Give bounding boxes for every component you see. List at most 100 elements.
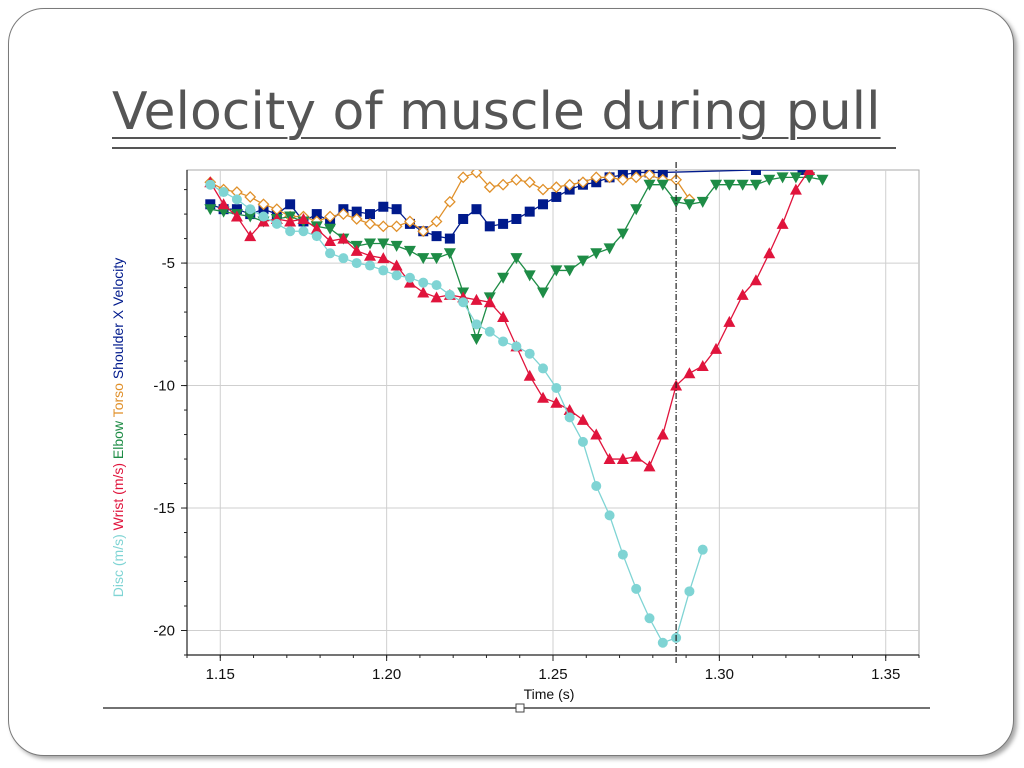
data-point-disc-m-s xyxy=(391,270,402,281)
data-point-torso xyxy=(443,195,456,208)
data-point-elbow xyxy=(656,179,669,191)
data-point-wrist-m-s xyxy=(656,428,669,440)
data-point-disc-m-s xyxy=(471,319,482,330)
data-point-elbow xyxy=(204,204,217,216)
data-point-torso xyxy=(537,183,549,196)
y-tick-label: -5 xyxy=(162,255,175,272)
data-point-elbow xyxy=(576,255,589,267)
data-point-disc-m-s xyxy=(351,258,362,269)
y-axis-title: Disc (m/s) Wrist (m/s) Elbow Torso Shoul… xyxy=(110,258,126,597)
data-point-wrist-m-s xyxy=(244,230,257,242)
data-point-elbow xyxy=(696,196,709,208)
data-point-wrist-m-s xyxy=(483,296,496,308)
data-point-wrist-m-s xyxy=(297,212,310,224)
series-disc-m-s xyxy=(205,179,708,648)
data-point-elbow xyxy=(749,179,762,191)
data-point-shoulder-x-velocity xyxy=(285,199,296,210)
y-axis-title-part: Torso xyxy=(110,383,126,421)
data-point-torso xyxy=(590,171,603,184)
data-point-elbow xyxy=(550,265,563,277)
data-point-disc-m-s xyxy=(285,226,296,237)
data-point-disc-m-s xyxy=(538,363,549,374)
data-point-wrist-m-s xyxy=(763,247,776,259)
data-point-wrist-m-s xyxy=(550,396,563,408)
data-point-elbow xyxy=(563,265,576,277)
data-point-elbow xyxy=(403,245,416,257)
axes xyxy=(181,170,920,661)
data-point-elbow xyxy=(217,206,230,218)
data-point-torso xyxy=(350,213,363,225)
y-axis-title-part: Disc (m/s) xyxy=(110,534,126,597)
data-point-elbow xyxy=(470,334,483,346)
data-point-elbow xyxy=(430,253,443,265)
x-tick-label: 1.30 xyxy=(705,666,734,683)
data-point-wrist-m-s xyxy=(603,453,616,465)
data-point-wrist-m-s xyxy=(643,460,656,472)
data-point-disc-m-s xyxy=(418,277,429,288)
data-point-wrist-m-s xyxy=(497,310,510,322)
data-point-disc-m-s xyxy=(338,253,349,264)
data-point-elbow xyxy=(789,172,802,184)
data-point-elbow xyxy=(670,196,683,208)
x-tick-label: 1.35 xyxy=(871,666,900,683)
data-point-elbow xyxy=(710,179,723,191)
data-point-shoulder-x-velocity xyxy=(538,199,549,210)
series-line-wrist-m-s xyxy=(209,170,810,468)
data-point-elbow xyxy=(603,243,616,255)
data-point-disc-m-s xyxy=(577,436,588,447)
data-point-shoulder-x-velocity xyxy=(471,204,482,215)
y-axis-title-part: Elbow xyxy=(110,420,126,463)
data-point-shoulder-x-velocity xyxy=(797,170,808,175)
data-point-wrist-m-s xyxy=(217,198,230,210)
grid-lines xyxy=(187,170,919,655)
data-point-disc-m-s xyxy=(218,187,229,198)
data-point-shoulder-x-velocity xyxy=(351,206,362,217)
data-point-wrist-m-s xyxy=(284,215,297,227)
data-point-wrist-m-s xyxy=(324,235,337,247)
data-point-wrist-m-s xyxy=(616,453,629,465)
data-point-wrist-m-s xyxy=(430,291,443,303)
data-point-wrist-m-s xyxy=(350,244,363,256)
x-tick-label: 1.15 xyxy=(206,666,235,683)
data-point-shoulder-x-velocity xyxy=(378,201,389,212)
data-point-disc-m-s xyxy=(271,218,282,229)
data-point-torso xyxy=(377,220,390,233)
y-axis-title-part: Shoulder X Velocity xyxy=(110,258,126,383)
x-tick-label: 1.20 xyxy=(372,666,401,683)
data-point-elbow xyxy=(244,211,257,223)
data-point-disc-m-s xyxy=(631,583,642,594)
data-point-wrist-m-s xyxy=(803,170,816,175)
series-torso xyxy=(204,170,696,238)
data-point-torso xyxy=(550,181,563,194)
data-point-shoulder-x-velocity xyxy=(458,213,469,224)
scroll-handle[interactable] xyxy=(515,703,525,713)
data-point-disc-m-s xyxy=(484,326,495,337)
data-point-disc-m-s xyxy=(404,272,415,283)
data-point-elbow xyxy=(510,253,523,265)
data-point-elbow xyxy=(417,253,430,265)
data-point-torso xyxy=(390,220,403,233)
data-point-torso xyxy=(497,178,510,191)
data-point-torso xyxy=(430,215,443,228)
data-point-wrist-m-s xyxy=(696,359,709,371)
slide-title: Velocity of muscle during pull xyxy=(112,82,881,142)
data-point-disc-m-s xyxy=(657,637,668,648)
x-axis-title: Time (s) xyxy=(524,686,575,702)
data-point-disc-m-s xyxy=(697,544,708,555)
data-point-wrist-m-s xyxy=(364,249,376,261)
data-point-elbow xyxy=(443,248,456,260)
data-point-wrist-m-s xyxy=(710,342,723,354)
data-point-shoulder-x-velocity xyxy=(657,170,668,178)
data-point-shoulder-x-velocity xyxy=(365,209,375,220)
data-point-torso xyxy=(523,176,536,189)
data-point-torso xyxy=(457,171,470,184)
data-point-torso xyxy=(577,176,589,189)
data-point-elbow xyxy=(683,199,696,211)
data-point-shoulder-x-velocity xyxy=(484,221,495,232)
data-point-disc-m-s xyxy=(617,549,628,560)
data-point-wrist-m-s xyxy=(749,274,762,286)
data-point-wrist-m-s xyxy=(576,413,589,425)
data-point-torso xyxy=(630,171,643,184)
data-point-shoulder-x-velocity xyxy=(524,206,535,217)
data-point-torso xyxy=(470,170,483,179)
